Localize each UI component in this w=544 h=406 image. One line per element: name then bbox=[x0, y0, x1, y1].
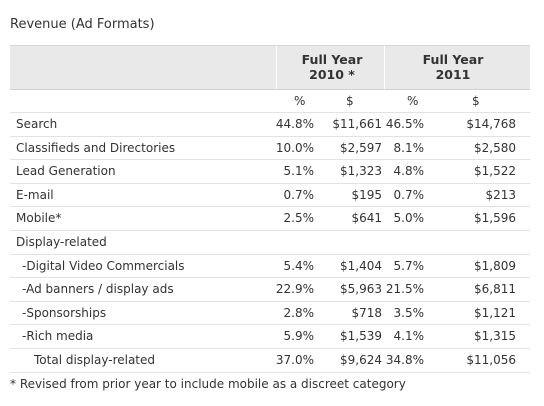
pct-2011-cell: 5.0% bbox=[393, 211, 425, 226]
pct-2010-cell: 5.1% bbox=[283, 164, 315, 179]
year-2010-line1: Full Year bbox=[301, 52, 363, 67]
table-row: Display-related bbox=[10, 231, 530, 255]
year-2011-header: Full Year 2011 bbox=[388, 52, 518, 82]
pct-2010-cell: 22.9% bbox=[275, 282, 314, 297]
pct-2011-cell: 3.5% bbox=[393, 305, 425, 320]
usd-2010-cell: $11,661 bbox=[332, 117, 382, 131]
pct-2011-cell: 46.5% bbox=[385, 117, 424, 131]
pct-2010-cell: 5.4% bbox=[283, 258, 315, 273]
table-row: -Ad banners / display ads 22.9% $5,963 21.5… bbox=[10, 278, 530, 302]
table-row: Search 44.8% $11,661 46.5% $14,768 bbox=[10, 113, 530, 137]
footnote: * Revised from prior year to include mob… bbox=[10, 377, 406, 391]
table-row: -Digital Video Commercials 5.4% $1,404 5.7%… bbox=[10, 255, 530, 279]
row-label: Search bbox=[16, 117, 58, 131]
usd-2010-cell: $718 bbox=[351, 305, 382, 320]
year-2011-line1: Full Year bbox=[422, 52, 484, 67]
row-label: -Sponsorships bbox=[22, 305, 107, 320]
usd-2010-cell: $2,597 bbox=[340, 140, 382, 155]
row-label: Classifieds and Directories bbox=[16, 140, 176, 155]
pct-2010-cell: 2.8% bbox=[283, 305, 315, 320]
units-row: % $ % $ bbox=[10, 90, 530, 113]
pct-2010-cell: 0.7% bbox=[283, 187, 315, 202]
usd-2010-cell: $5,963 bbox=[340, 282, 382, 297]
table-row: -Rich media 5.9% $1,539 4.1% $1,315 bbox=[10, 325, 530, 349]
row-label: -Rich media bbox=[22, 329, 94, 344]
pct-2011-cell: 4.8% bbox=[393, 164, 425, 179]
unit-usd-2011: $ bbox=[472, 94, 480, 108]
pct-2010-cell: 10.0% bbox=[275, 140, 314, 155]
table-row: Classifieds and Directories 10.0% $2,597 8.… bbox=[10, 137, 530, 161]
pct-2011-cell: 8.1% bbox=[393, 140, 425, 155]
usd-2011-cell: $2,580 bbox=[474, 140, 516, 155]
table-row: E-mail 0.7% $195 0.7% $213 bbox=[10, 184, 530, 208]
table-header: Full Year 2010 * Full Year 2011 bbox=[10, 46, 530, 90]
pct-2010-cell: 37.0% bbox=[275, 352, 314, 367]
usd-2011-cell: $1,809 bbox=[474, 258, 516, 273]
usd-2011-cell: $1,315 bbox=[474, 329, 516, 344]
unit-pct-2011: % bbox=[407, 94, 419, 108]
pct-2011-cell: 34.8% bbox=[385, 352, 424, 367]
usd-2010-cell: $195 bbox=[351, 187, 382, 202]
pct-2010-cell: 2.5% bbox=[283, 211, 315, 226]
usd-2010-cell: $1,404 bbox=[340, 258, 382, 273]
pct-2010-cell: 44.8% bbox=[275, 117, 314, 131]
unit-pct-2010: % bbox=[294, 94, 306, 108]
pct-2011-cell: 4.1% bbox=[393, 329, 425, 344]
usd-2011-cell: $1,596 bbox=[474, 211, 516, 226]
usd-2010-cell: $9,624 bbox=[340, 352, 382, 367]
year-2010-line2: 2010 * bbox=[309, 67, 355, 82]
row-label: Display-related bbox=[16, 234, 107, 249]
table-body: Search 44.8% $11,661 46.5% $14,768 Classified… bbox=[10, 113, 530, 373]
table-row: Total display-related 37.0% $9,624 34.8% $11… bbox=[10, 349, 530, 373]
row-label: E-mail bbox=[16, 187, 54, 202]
usd-2010-cell: $1,539 bbox=[340, 329, 382, 344]
table-title: Revenue (Ad Formats) bbox=[10, 17, 155, 32]
table-row: Mobile* 2.5% $641 5.0% $1,596 bbox=[10, 207, 530, 231]
year-2010-header: Full Year 2010 * bbox=[280, 52, 384, 82]
row-label: Mobile* bbox=[16, 211, 62, 226]
row-label: -Digital Video Commercials bbox=[22, 258, 185, 273]
row-label: -Ad banners / display ads bbox=[22, 282, 174, 297]
header-divider bbox=[276, 46, 277, 89]
usd-2011-cell: $213 bbox=[485, 187, 516, 202]
pct-2011-cell: 5.7% bbox=[393, 258, 425, 273]
usd-2011-cell: $14,768 bbox=[466, 117, 516, 131]
year-2011-line2: 2011 bbox=[435, 67, 471, 82]
revenue-table: Full Year 2010 * Full Year 2011 % $ % $ … bbox=[10, 45, 530, 373]
row-label: Lead Generation bbox=[16, 164, 116, 179]
usd-2011-cell: $11,056 bbox=[466, 352, 516, 367]
table-row: -Sponsorships 2.8% $718 3.5% $1,121 bbox=[10, 302, 530, 326]
usd-2011-cell: $1,522 bbox=[474, 164, 516, 179]
usd-2010-cell: $641 bbox=[351, 211, 382, 226]
row-label: Total display-related bbox=[34, 352, 156, 367]
table-row: Lead Generation 5.1% $1,323 4.8% $1,522 bbox=[10, 160, 530, 184]
pct-2010-cell: 5.9% bbox=[283, 329, 315, 344]
usd-2011-cell: $1,121 bbox=[474, 305, 516, 320]
header-divider bbox=[384, 46, 385, 89]
pct-2011-cell: 21.5% bbox=[385, 282, 424, 297]
usd-2010-cell: $1,323 bbox=[340, 164, 382, 179]
unit-usd-2010: $ bbox=[346, 94, 354, 108]
usd-2011-cell: $6,811 bbox=[474, 282, 516, 297]
pct-2011-cell: 0.7% bbox=[393, 187, 425, 202]
